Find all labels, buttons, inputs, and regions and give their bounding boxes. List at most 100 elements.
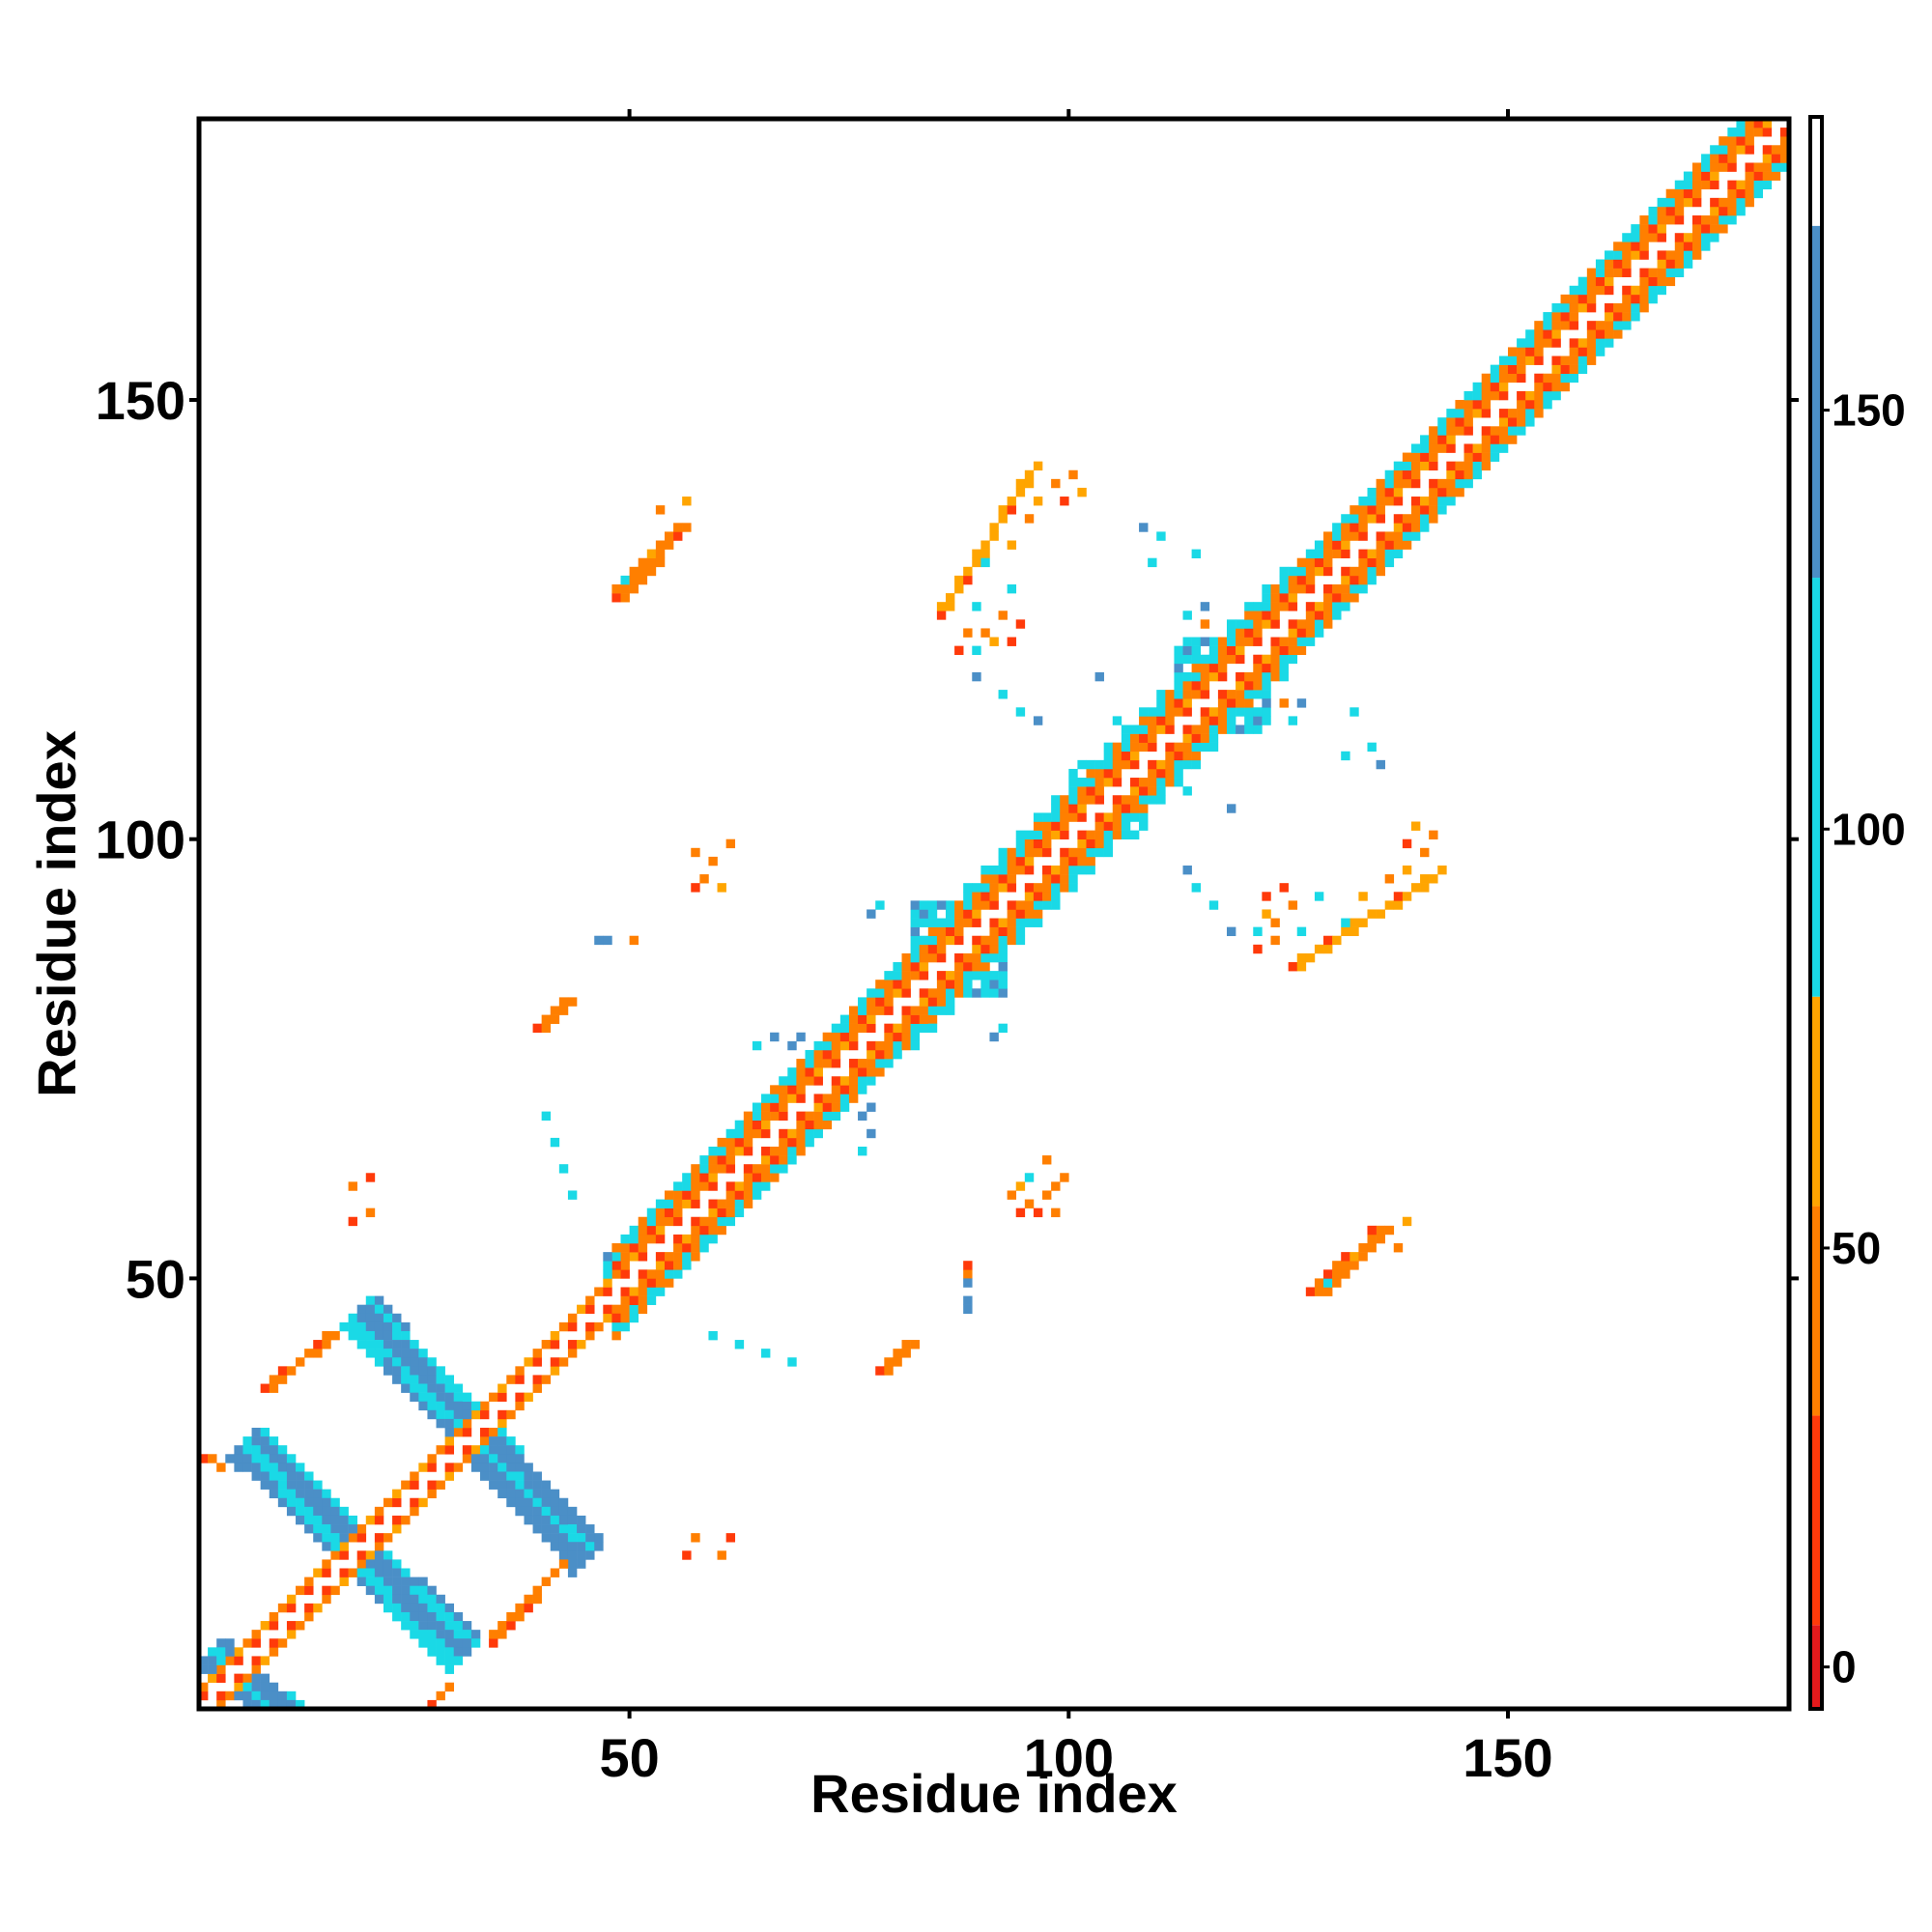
contact-cell <box>620 1287 630 1296</box>
contact-cell <box>260 1682 270 1692</box>
contact-cell <box>875 900 885 910</box>
contact-cell <box>1605 302 1614 313</box>
contact-cell <box>927 926 938 937</box>
contact-cell <box>532 1383 542 1393</box>
contact-cell <box>234 1690 243 1701</box>
contact-cell <box>1156 690 1166 699</box>
contact-cell <box>743 1173 753 1182</box>
contact-cell <box>1148 742 1157 753</box>
contact-cell <box>945 602 955 611</box>
contact-cell <box>418 1611 428 1622</box>
contact-cell <box>1200 671 1210 682</box>
contact-cell <box>1577 294 1588 304</box>
contact-cell <box>1410 452 1421 462</box>
contact-cell <box>216 1638 226 1648</box>
contact-cell <box>989 1032 999 1042</box>
contact-cell <box>787 1146 797 1156</box>
contact-cell <box>1191 663 1201 673</box>
contact-cell <box>858 1023 867 1034</box>
contact-cell <box>1323 593 1333 603</box>
contact-cell <box>875 997 885 1007</box>
contact-cell <box>427 1463 437 1472</box>
contact-cell <box>1129 804 1140 813</box>
contact-cell <box>638 557 648 568</box>
contact-cell <box>1129 812 1140 822</box>
contact-cell <box>322 1585 331 1596</box>
contact-cell <box>497 1630 507 1639</box>
contact-cell <box>427 1585 437 1596</box>
contact-cell <box>1024 469 1035 480</box>
contact-cell <box>1683 259 1693 269</box>
contact-cell <box>1605 259 1614 269</box>
contact-cell <box>919 918 929 927</box>
contact-cell <box>1305 575 1316 585</box>
contact-cell <box>462 1454 472 1463</box>
contact-cell <box>1139 821 1149 831</box>
contact-cell <box>1077 804 1087 813</box>
contact-cell <box>1024 514 1035 524</box>
contact-cell <box>831 1076 841 1086</box>
contact-cell <box>1068 865 1078 875</box>
contact-cell <box>927 988 938 998</box>
contact-cell <box>989 883 999 893</box>
contact-cell <box>1367 497 1377 506</box>
y-axis-title: Residue index <box>26 730 87 1097</box>
contact-cell <box>1569 302 1579 313</box>
contact-cell <box>1517 409 1526 418</box>
contact-cell <box>1736 136 1746 146</box>
contact-cell <box>910 1014 920 1024</box>
contact-cell <box>1244 690 1254 699</box>
contact-cell <box>963 892 973 901</box>
contact-cell <box>1657 197 1666 208</box>
contact-cell <box>1217 663 1228 673</box>
contact-cell <box>1033 461 1043 471</box>
contact-cell <box>1182 611 1192 620</box>
contact-cell <box>1042 874 1052 884</box>
contact-cell <box>462 1621 472 1631</box>
contact-cell <box>392 1340 402 1350</box>
contact-cell <box>1051 795 1061 805</box>
contact-cell <box>1691 171 1702 181</box>
contact-cell <box>638 1304 648 1315</box>
contact-cell <box>1060 812 1069 822</box>
contact-cell <box>664 1278 674 1288</box>
contact-cell <box>1639 215 1649 225</box>
contact-cell <box>1736 188 1746 199</box>
contact-cell <box>682 523 692 532</box>
contact-cell <box>989 900 999 910</box>
contact-cell <box>1024 1199 1035 1208</box>
contact-cell <box>1279 654 1289 665</box>
contact-cell <box>260 1471 270 1481</box>
contact-cell <box>779 1102 788 1112</box>
contact-cell <box>1305 1287 1316 1296</box>
contact-cell <box>286 1366 297 1376</box>
contact-cell <box>664 1216 674 1227</box>
contact-cell <box>356 1313 367 1323</box>
contact-cell <box>1121 759 1131 770</box>
contact-cell <box>945 935 955 946</box>
contact-cell <box>418 1497 428 1508</box>
contact-cell <box>1534 321 1544 330</box>
contact-cell <box>1323 549 1333 558</box>
contact-cell <box>216 1699 226 1710</box>
contact-cell <box>365 1585 376 1596</box>
contact-cell <box>691 1190 700 1200</box>
contact-cell <box>1410 497 1421 506</box>
contact-cell <box>251 1436 261 1446</box>
contact-cell <box>1613 250 1623 260</box>
contact-cell <box>1745 162 1754 172</box>
contact-cell <box>1182 786 1192 796</box>
contact-cell <box>1148 557 1157 568</box>
contact-cell <box>489 1436 498 1446</box>
contact-cell <box>497 1454 507 1463</box>
contact-cell <box>919 997 929 1007</box>
contact-cell <box>1094 759 1104 770</box>
contact-cell <box>945 980 955 989</box>
contact-cell <box>611 583 621 594</box>
contact-cell <box>348 1181 357 1191</box>
contact-cell <box>1569 347 1579 356</box>
contact-cell <box>506 1621 516 1631</box>
contact-cell <box>1208 724 1219 734</box>
contact-cell <box>1191 549 1201 558</box>
